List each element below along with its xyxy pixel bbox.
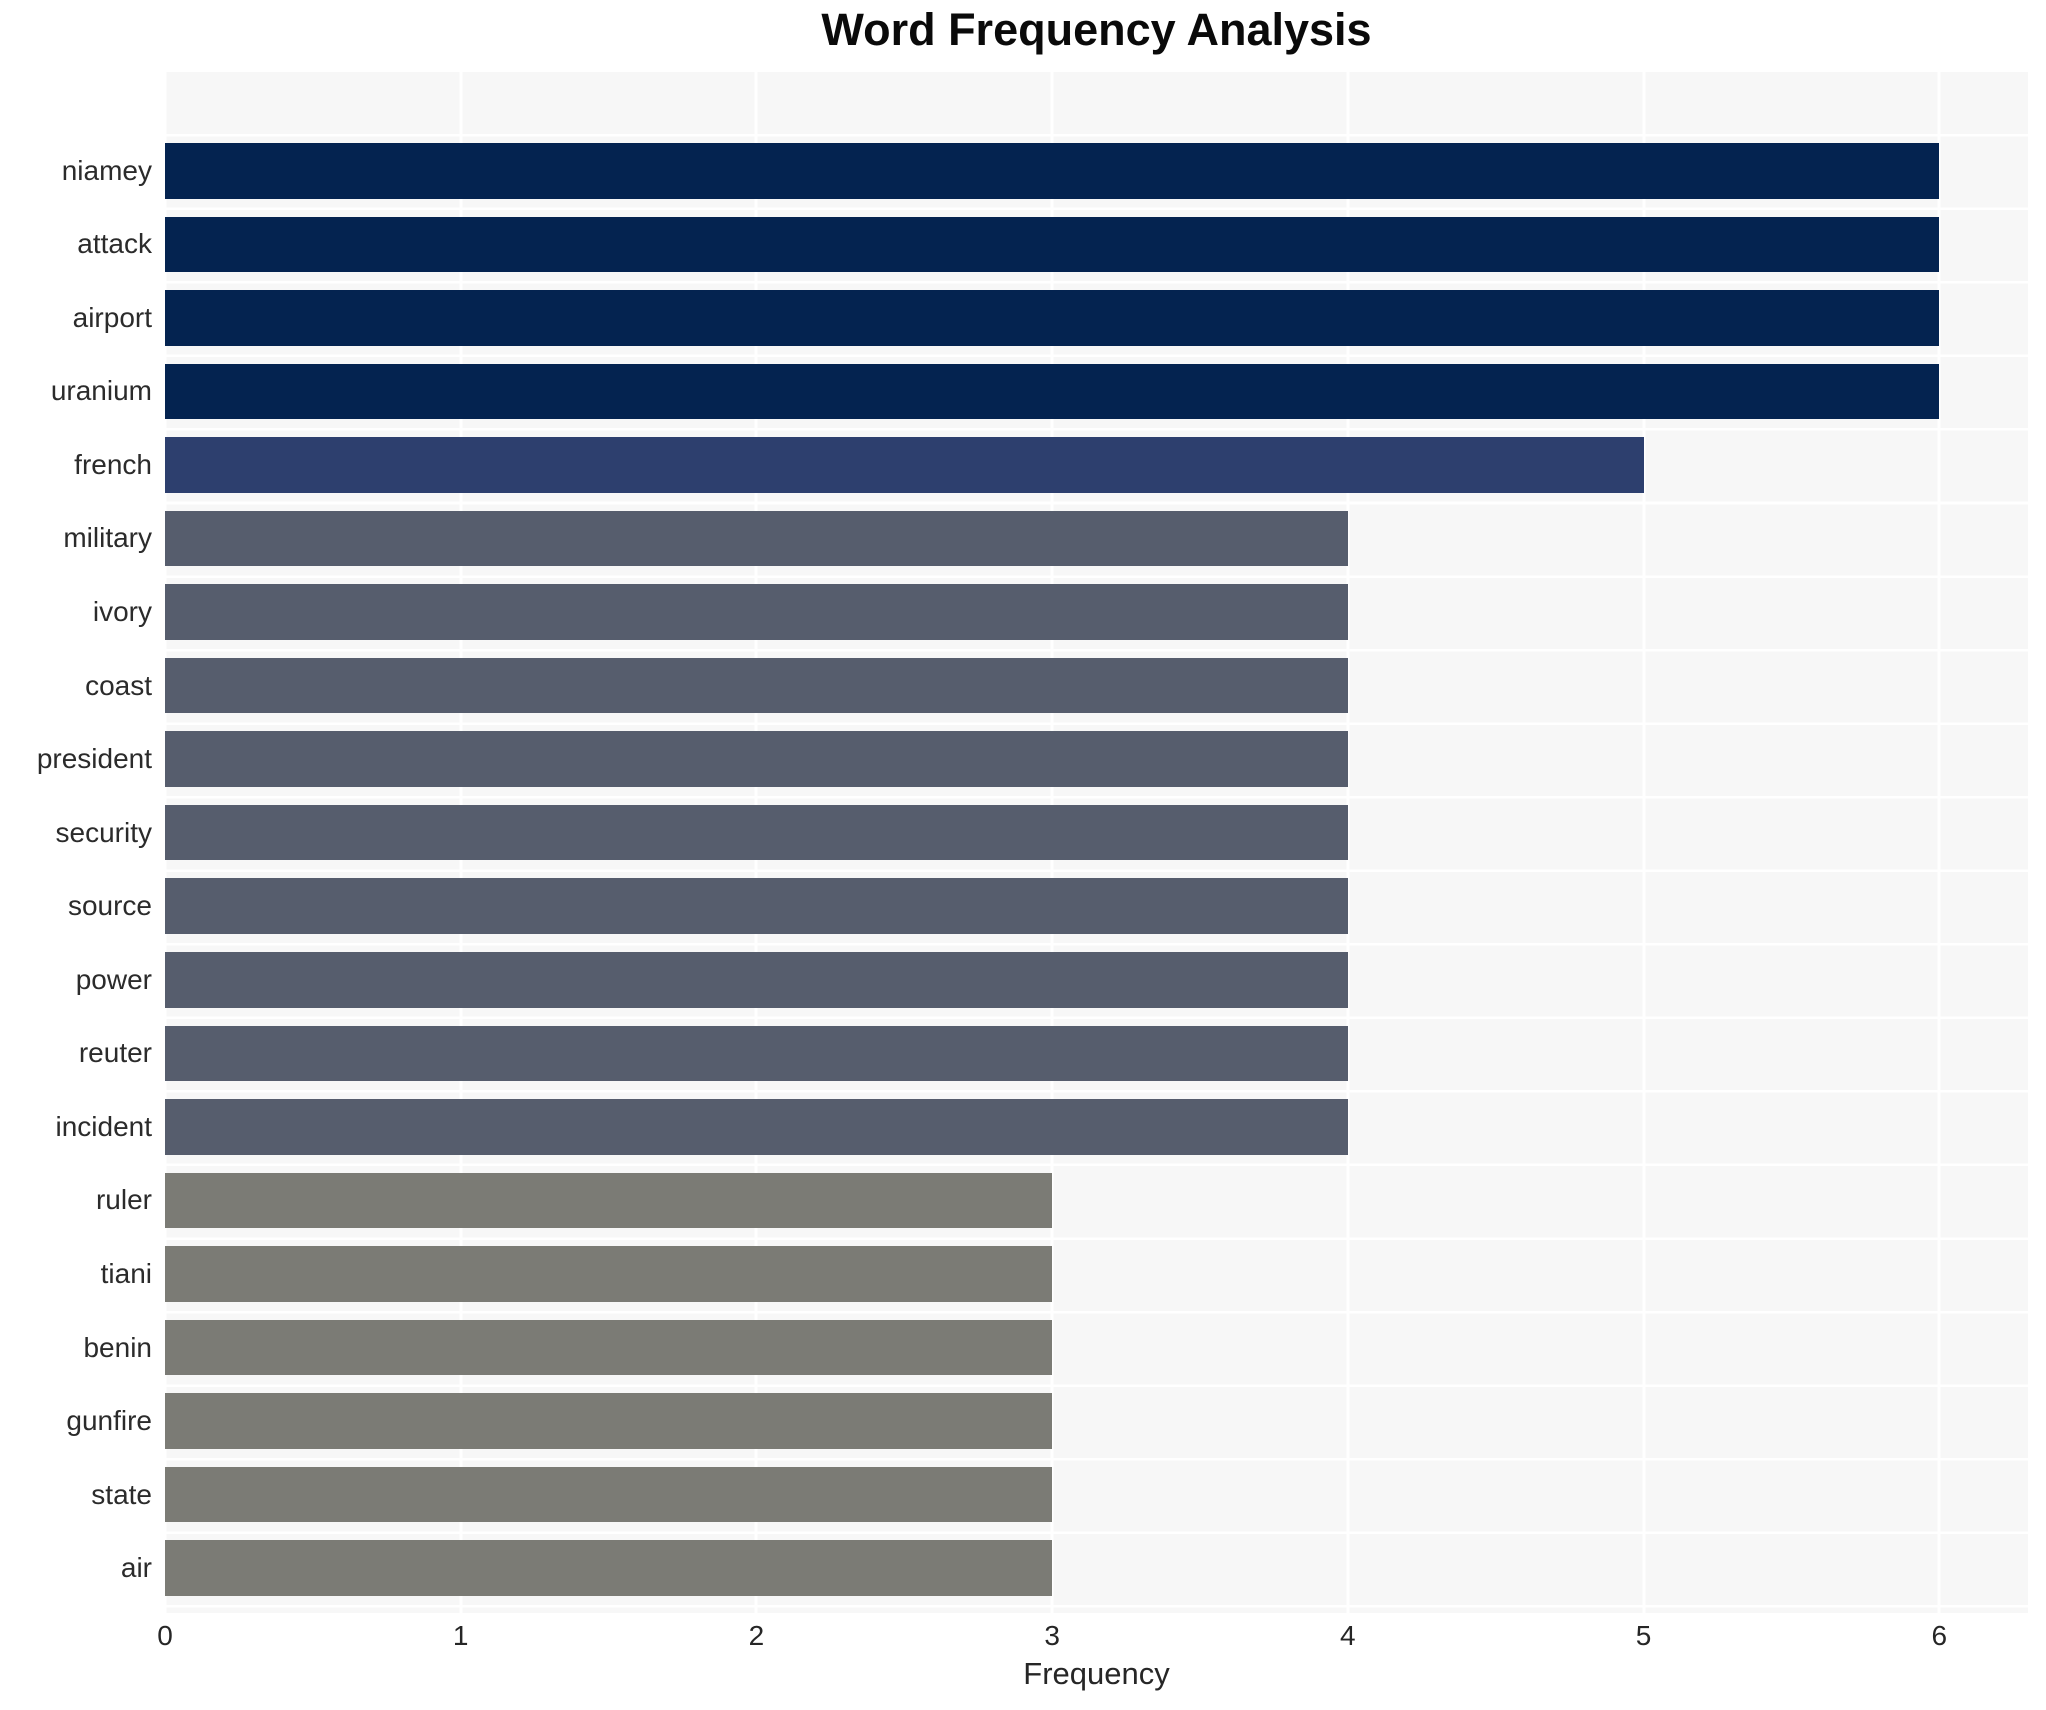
bar-track bbox=[165, 363, 2028, 420]
x-axis-label: Frequency bbox=[1023, 1656, 1170, 1691]
category-label: security bbox=[55, 816, 152, 848]
bar-track bbox=[165, 878, 2028, 934]
bar bbox=[165, 1540, 1053, 1596]
bar-row: airport bbox=[0, 290, 2046, 364]
bar bbox=[165, 657, 1348, 714]
category-label: reuter bbox=[78, 1037, 152, 1069]
category-label: attack bbox=[77, 228, 152, 260]
bar-track bbox=[165, 584, 2028, 640]
x-tick-label: 6 bbox=[1931, 1620, 1948, 1651]
bar-row: power bbox=[0, 952, 2046, 1026]
category-label: benin bbox=[83, 1331, 152, 1363]
category-label: military bbox=[63, 522, 152, 554]
category-label: ruler bbox=[95, 1184, 152, 1216]
chart-title: Word Frequency Analysis bbox=[821, 4, 1372, 55]
bar bbox=[165, 1319, 1053, 1376]
bar bbox=[165, 1172, 1053, 1229]
category-label: coast bbox=[85, 669, 152, 701]
category-label: niamey bbox=[61, 154, 152, 186]
bar-track bbox=[165, 216, 2028, 273]
bar-track bbox=[165, 952, 2028, 1008]
bar-row: state bbox=[0, 1466, 2046, 1541]
bar-track bbox=[165, 657, 2028, 714]
bar-row: president bbox=[0, 731, 2046, 805]
bar-track bbox=[165, 510, 2028, 567]
bar-row: gunfire bbox=[0, 1393, 2046, 1467]
bar-row: coast bbox=[0, 657, 2046, 732]
bar-track bbox=[165, 290, 2028, 346]
bar-track bbox=[165, 1466, 2028, 1523]
bar-row: french bbox=[0, 437, 2046, 511]
bar bbox=[165, 143, 1940, 199]
bar bbox=[165, 1246, 1053, 1302]
bar-row: uranium bbox=[0, 363, 2046, 438]
bar-track bbox=[165, 804, 2028, 861]
bar bbox=[165, 804, 1348, 861]
bar-row: ruler bbox=[0, 1172, 2046, 1247]
category-label: state bbox=[91, 1478, 152, 1510]
category-label: source bbox=[67, 890, 152, 922]
bar bbox=[165, 952, 1348, 1008]
category-label: president bbox=[36, 743, 152, 775]
x-tick-label: 1 bbox=[452, 1620, 469, 1651]
bar-row: attack bbox=[0, 216, 2046, 291]
bar-row: benin bbox=[0, 1319, 2046, 1394]
bar bbox=[165, 216, 1940, 273]
category-label: incident bbox=[55, 1110, 152, 1142]
bar-track bbox=[165, 731, 2028, 787]
bar bbox=[165, 363, 1940, 420]
bar-track bbox=[165, 1025, 2028, 1082]
bar-track bbox=[165, 1540, 2028, 1596]
bar-track bbox=[165, 143, 2028, 199]
bar-track bbox=[165, 1393, 2028, 1449]
bar-row: air bbox=[0, 1540, 2046, 1614]
bar bbox=[165, 731, 1348, 787]
bar-track bbox=[165, 1319, 2028, 1376]
bar-track bbox=[165, 1172, 2028, 1229]
x-tick-label: 0 bbox=[157, 1620, 173, 1651]
bar-row: tiani bbox=[0, 1246, 2046, 1320]
category-label: ivory bbox=[92, 596, 152, 628]
bar-rows: niamey attack airport uranium french military… bbox=[0, 143, 2046, 1614]
bar-track bbox=[165, 437, 2028, 493]
x-tick-label: 3 bbox=[1044, 1620, 1060, 1651]
bar bbox=[165, 1466, 1053, 1523]
bar-row: ivory bbox=[0, 584, 2046, 658]
category-label: power bbox=[75, 963, 152, 995]
bar-track bbox=[165, 1246, 2028, 1302]
bar-row: military bbox=[0, 510, 2046, 585]
bar bbox=[165, 437, 1644, 493]
x-tick-label: 2 bbox=[748, 1620, 765, 1651]
bar-track bbox=[165, 1099, 2028, 1155]
x-tick-label: 5 bbox=[1635, 1620, 1652, 1651]
category-label: air bbox=[120, 1552, 152, 1584]
bar bbox=[165, 584, 1348, 640]
bar bbox=[165, 1099, 1348, 1155]
bar-row: incident bbox=[0, 1099, 2046, 1173]
bar-row: niamey bbox=[0, 143, 2046, 217]
category-label: airport bbox=[72, 301, 152, 333]
category-label: tiani bbox=[100, 1257, 152, 1289]
x-axis-ticks: 0 1 2 3 4 5 6 bbox=[157, 1620, 2028, 1654]
bar bbox=[165, 1025, 1348, 1082]
bar-row: reuter bbox=[0, 1025, 2046, 1100]
bar-row: security bbox=[0, 804, 2046, 879]
bar bbox=[165, 1393, 1053, 1449]
category-label: french bbox=[74, 448, 152, 480]
bar bbox=[165, 878, 1348, 934]
x-tick-label: 4 bbox=[1340, 1620, 1356, 1651]
category-label: uranium bbox=[50, 375, 152, 407]
bar-row: source bbox=[0, 878, 2046, 952]
bar bbox=[165, 510, 1348, 567]
bar bbox=[165, 290, 1940, 346]
category-label: gunfire bbox=[66, 1405, 152, 1437]
